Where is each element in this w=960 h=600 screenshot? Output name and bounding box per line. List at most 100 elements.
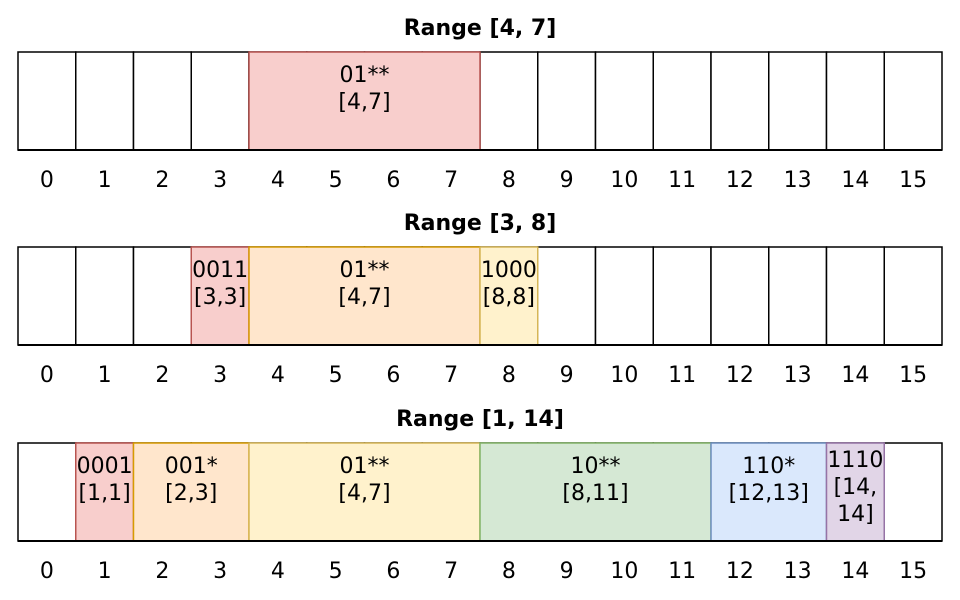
segment-label: 110*: [742, 454, 795, 479]
tick-label: 9: [560, 363, 574, 388]
cell-3: [190, 51, 250, 151]
segment-label: 01**: [340, 258, 390, 283]
segment-label: [2,3]: [165, 481, 217, 506]
cell-11: [652, 246, 712, 346]
cell-10: [594, 246, 654, 346]
tick-label: 6: [386, 168, 400, 193]
segment-label: 01**: [340, 63, 390, 88]
tick-label: 12: [726, 363, 754, 388]
tick-label: 8: [502, 168, 516, 193]
cell-8: [479, 51, 539, 151]
cell-14: [825, 51, 885, 151]
prefix-segment: [479, 246, 539, 346]
cell-15: [883, 51, 943, 151]
tick-label: 6: [386, 363, 400, 388]
tick-label: 15: [899, 559, 927, 584]
tick-label: 13: [784, 363, 812, 388]
tick-label: 10: [610, 559, 638, 584]
tick-label: 9: [560, 168, 574, 193]
tick-label: 14: [841, 559, 869, 584]
range-panel-2: Range [1, 14] 0001[1,1] 001*[2,3] 01**[4,7]…: [17, 407, 943, 584]
tick-label: 5: [329, 168, 343, 193]
cell-9: [537, 246, 597, 346]
tick-label: 14: [841, 168, 869, 193]
segment-label: [4,7]: [338, 481, 390, 506]
tick-label: 5: [329, 559, 343, 584]
prefix-segment: [248, 246, 481, 346]
tick-label: 1: [98, 363, 112, 388]
tick-label: 14: [841, 363, 869, 388]
segment-label: [12,13]: [729, 481, 809, 506]
segment-label: [4,7]: [338, 90, 390, 115]
tick-label: 4: [271, 559, 285, 584]
range-panel-0: Range [4, 7]01**[4,7]0 1 2 3 4 5 6 7 8 9 10 11 12 13 1…: [17, 16, 943, 193]
tick-label: 12: [726, 168, 754, 193]
tick-label: 3: [213, 363, 227, 388]
cell-11: [652, 51, 712, 151]
segment-label: 01**: [340, 454, 390, 479]
tick-label: 3: [213, 559, 227, 584]
tick-label: 7: [444, 559, 458, 584]
tick-label: 6: [386, 559, 400, 584]
segment-label: [4,7]: [338, 285, 390, 310]
tick-label: 4: [271, 168, 285, 193]
prefix-segment: [248, 442, 481, 542]
tick-label: 7: [444, 363, 458, 388]
segment-label: 1110: [827, 448, 883, 473]
tick-label: 0: [40, 559, 54, 584]
cell-1: [75, 51, 135, 151]
cell-15: [883, 246, 943, 346]
tick-label: 4: [271, 363, 285, 388]
tick-label: 2: [155, 168, 169, 193]
segment-label: [1,1]: [79, 481, 131, 506]
prefix-segment: [710, 442, 828, 542]
cell-1: [75, 246, 135, 346]
cell-13: [768, 51, 828, 151]
prefix-segment: [825, 442, 885, 542]
tick-label: 0: [40, 363, 54, 388]
cell-0: [17, 51, 77, 151]
tick-label: 3: [213, 168, 227, 193]
segment-label: 0001: [77, 454, 133, 479]
segment-label: 10**: [571, 454, 621, 479]
cell-0: [17, 246, 77, 346]
tick-label: 11: [668, 363, 696, 388]
tick-label: 8: [502, 559, 516, 584]
tick-label: 5: [329, 363, 343, 388]
cell-0: [17, 442, 77, 542]
tick-label: 1: [98, 559, 112, 584]
cell-15: [883, 442, 943, 542]
tick-label: 12: [726, 559, 754, 584]
segment-label: [14,: [834, 475, 878, 500]
cell-2: [132, 51, 192, 151]
segment-label: [8,11]: [562, 481, 628, 506]
tick-label: 10: [610, 168, 638, 193]
tick-label: 9: [560, 559, 574, 584]
panel-title: Range [4, 7]: [404, 16, 557, 41]
cell-13: [768, 246, 828, 346]
cell-9: [537, 51, 597, 151]
tick-label: 10: [610, 363, 638, 388]
tick-label: 2: [155, 559, 169, 584]
tick-label: 1: [98, 168, 112, 193]
segment-label: 14]: [837, 502, 874, 527]
tick-label: 15: [899, 168, 927, 193]
segment-label: 0011: [192, 258, 248, 283]
tick-label: 7: [444, 168, 458, 193]
tick-label: 13: [784, 559, 812, 584]
segment-label: 1000: [481, 258, 537, 283]
cell-10: [594, 51, 654, 151]
panel-title: Range [3, 8]: [404, 211, 557, 236]
segment-label: [3,3]: [194, 285, 246, 310]
tick-label: 11: [668, 168, 696, 193]
panel-title: Range [1, 14]: [396, 407, 564, 432]
prefix-segment: [248, 51, 481, 151]
tick-label: 13: [784, 168, 812, 193]
tick-label: 15: [899, 363, 927, 388]
tick-label: 0: [40, 168, 54, 193]
cell-12: [710, 246, 770, 346]
cell-14: [825, 246, 885, 346]
range-panel-1: Range [3, 8] 0011[3,3] 01**[4,7] 1000[8,8] 0…: [17, 211, 943, 388]
cell-2: [132, 246, 192, 346]
